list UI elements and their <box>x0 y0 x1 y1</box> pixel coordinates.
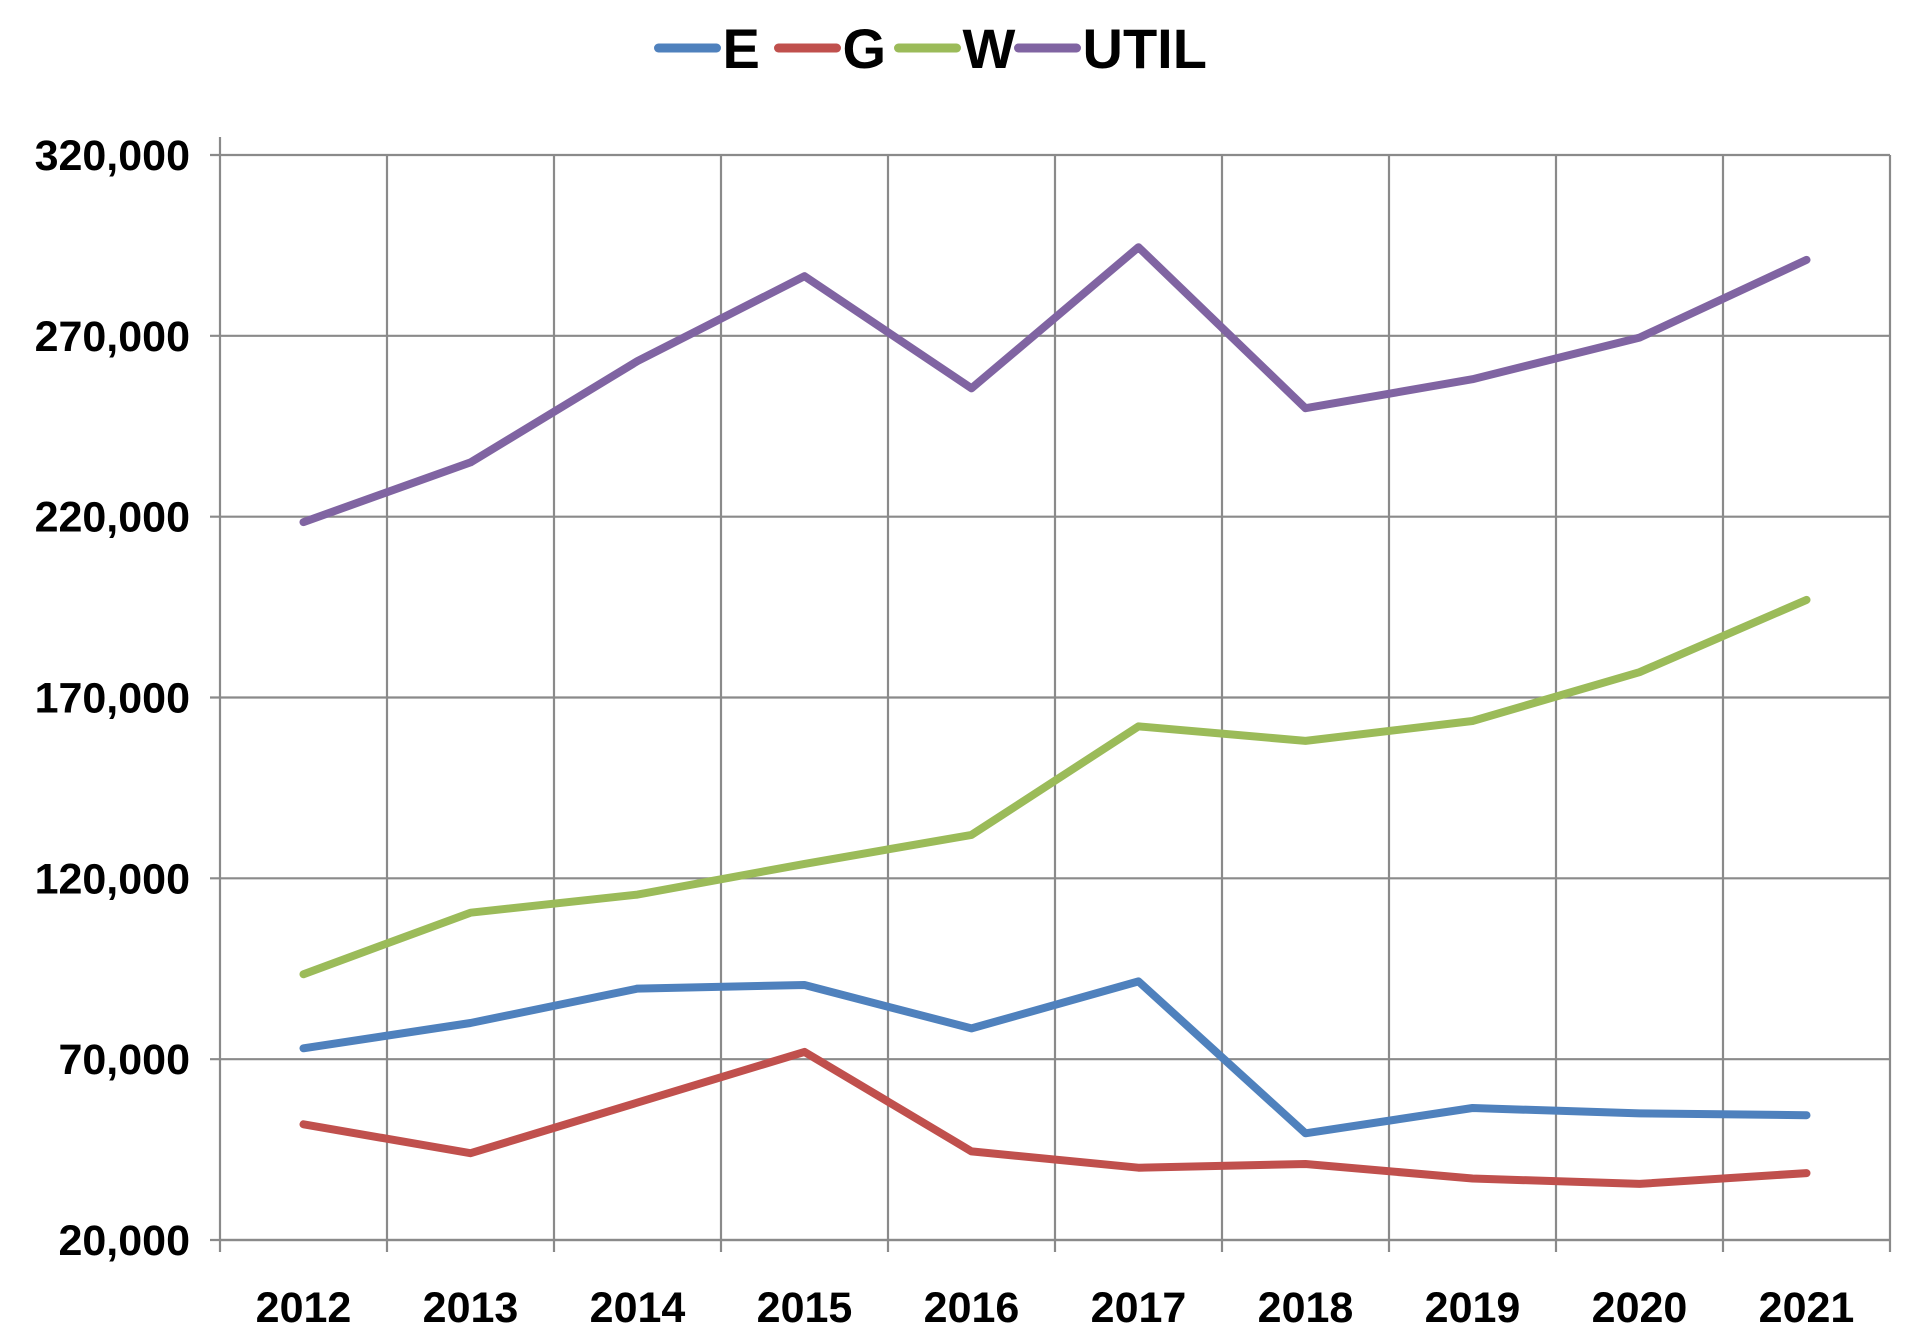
series-lines <box>299 243 1811 1188</box>
series-line-util <box>299 243 1811 527</box>
x-tick-label: 2020 <box>1592 1284 1688 1332</box>
x-tick-label: 2013 <box>423 1284 519 1332</box>
x-tick-label: 2021 <box>1759 1284 1855 1332</box>
y-tick-label: 120,000 <box>35 855 190 903</box>
x-tick-label: 2017 <box>1091 1284 1187 1332</box>
x-tick-label: 2016 <box>924 1284 1020 1332</box>
y-tick-label: 170,000 <box>35 675 190 723</box>
series-line-g <box>299 1047 1811 1188</box>
x-tick-label: 2014 <box>590 1284 686 1332</box>
series-line-e <box>299 977 1811 1138</box>
axes: 20,000 70,000 120,000 170,000 220,000 270,000… <box>35 132 1890 1332</box>
legend-label-util: UTIL <box>1083 17 1207 80</box>
legend: E G W UTIL <box>654 17 1207 80</box>
y-tick-label: 270,000 <box>35 313 190 361</box>
series-line-w <box>299 595 1811 979</box>
y-tick-label: 20,000 <box>58 1217 190 1265</box>
y-tick-label: 70,000 <box>58 1036 190 1084</box>
x-tick-label: 2019 <box>1425 1284 1521 1332</box>
x-tick-label: 2015 <box>757 1284 853 1332</box>
legend-label-w: W <box>963 17 1016 80</box>
x-tick-label: 2012 <box>256 1284 352 1332</box>
y-tick-label: 220,000 <box>35 494 190 542</box>
y-tick-label: 320,000 <box>35 132 190 180</box>
x-tick-label: 2018 <box>1258 1284 1354 1332</box>
legend-label-g: G <box>843 17 887 80</box>
legend-label-e: E <box>723 17 760 80</box>
